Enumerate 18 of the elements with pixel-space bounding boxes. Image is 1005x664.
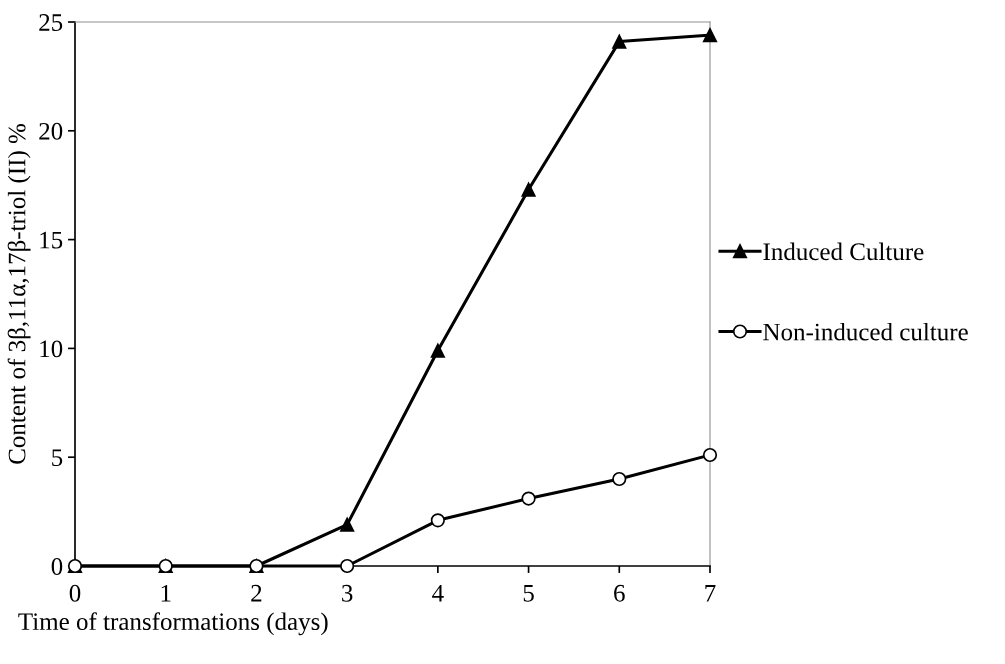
- y-tick-label: 10: [40, 340, 63, 358]
- x-tick-label: 5: [523, 585, 534, 602]
- y-axis-title: Content of 3β,11α,17β-triol (II) %: [7, 124, 31, 464]
- x-tick-label: 6: [614, 584, 625, 602]
- x-tick-label: 3: [342, 584, 353, 602]
- x-tick-label: 4: [432, 584, 444, 602]
- x-tick-label: 2: [251, 584, 262, 602]
- x-tick-label: 0: [69, 584, 81, 602]
- y-tick-label: 20: [39, 122, 63, 140]
- y-tick-label: 5: [52, 449, 63, 467]
- x-tick-label: 7: [705, 585, 716, 602]
- x-tick-label: 1: [161, 584, 171, 602]
- legend-label: Induced Culture: [763, 242, 924, 261]
- y-tick-label: 15: [40, 231, 63, 249]
- legend-label: Non-induced culture: [763, 322, 968, 341]
- y-tick-label: 25: [39, 14, 63, 31]
- x-axis-title: Time of transformations (days): [18, 612, 328, 636]
- y-tick-label: 0: [51, 558, 63, 575]
